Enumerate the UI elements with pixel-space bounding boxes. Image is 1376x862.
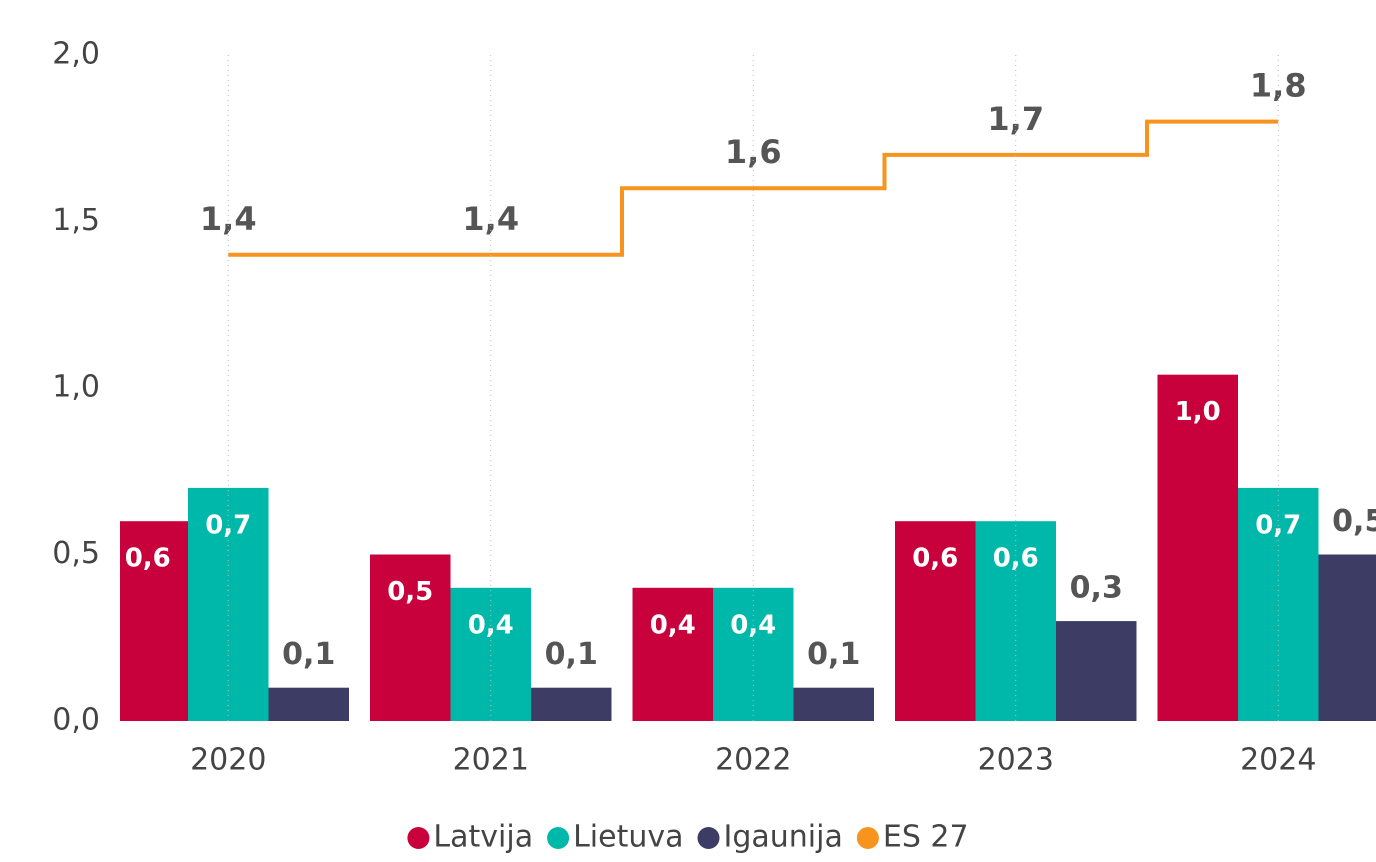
data-label: 1,6 bbox=[725, 133, 782, 171]
y-tick-label: 0,5 bbox=[52, 536, 100, 571]
data-label: 0,3 bbox=[1070, 571, 1123, 606]
x-tick-label: 2021 bbox=[453, 743, 529, 778]
legend-label: Lietuva bbox=[573, 820, 683, 855]
data-label: 0,5 bbox=[387, 577, 433, 607]
bar bbox=[188, 487, 269, 721]
bar bbox=[450, 587, 531, 721]
step-line bbox=[228, 119, 1279, 257]
bar bbox=[370, 554, 451, 721]
x-tick-label: 2022 bbox=[715, 743, 791, 778]
data-label: 0,4 bbox=[650, 610, 696, 640]
data-label: 0,1 bbox=[545, 637, 598, 672]
legend-label: ES 27 bbox=[883, 820, 969, 855]
x-tick-label: 2024 bbox=[1240, 743, 1316, 778]
data-label: 1,4 bbox=[462, 200, 519, 238]
legend-marker bbox=[697, 827, 720, 849]
data-label: 1,0 bbox=[1175, 397, 1221, 427]
data-label: 0,1 bbox=[282, 637, 335, 672]
legend: Latvija Lietuva Igaunija ES 27 bbox=[407, 820, 969, 855]
bar bbox=[632, 587, 713, 721]
data-label: 0,6 bbox=[912, 544, 958, 574]
data-label: 0,1 bbox=[807, 637, 860, 672]
y-tick-label: 0,0 bbox=[52, 703, 100, 738]
bar bbox=[268, 687, 349, 721]
legend-marker bbox=[856, 827, 879, 849]
bar bbox=[1056, 621, 1137, 721]
bar bbox=[1318, 554, 1376, 721]
legend-marker bbox=[547, 827, 570, 849]
bar bbox=[531, 687, 612, 721]
legend-label: Igaunija bbox=[724, 820, 843, 855]
data-label: 1,7 bbox=[987, 100, 1044, 138]
y-tick-label: 2,0 bbox=[52, 37, 100, 72]
data-label: 0,6 bbox=[993, 544, 1039, 574]
bar bbox=[975, 521, 1056, 721]
plot-area: 0,60,50,40,61,00,70,4 0,40,60,70,1 0,1 0,10… bbox=[120, 67, 1376, 721]
data-label: 0,6 bbox=[125, 544, 171, 574]
legend-marker bbox=[407, 827, 430, 849]
legend-label: Latvija bbox=[433, 820, 533, 855]
x-tick-label: 2020 bbox=[190, 743, 266, 778]
bar bbox=[895, 521, 976, 721]
data-label: 1,4 bbox=[200, 200, 257, 238]
bar bbox=[120, 521, 188, 721]
bar bbox=[1238, 487, 1319, 721]
bar bbox=[1157, 374, 1238, 721]
data-label: 0,5 bbox=[1332, 504, 1376, 539]
y-tick-label: 1,0 bbox=[52, 370, 100, 405]
bar bbox=[793, 687, 874, 721]
x-tick-label: 2023 bbox=[978, 743, 1054, 778]
bar bbox=[713, 587, 794, 721]
y-tick-label: 1,5 bbox=[52, 203, 100, 238]
